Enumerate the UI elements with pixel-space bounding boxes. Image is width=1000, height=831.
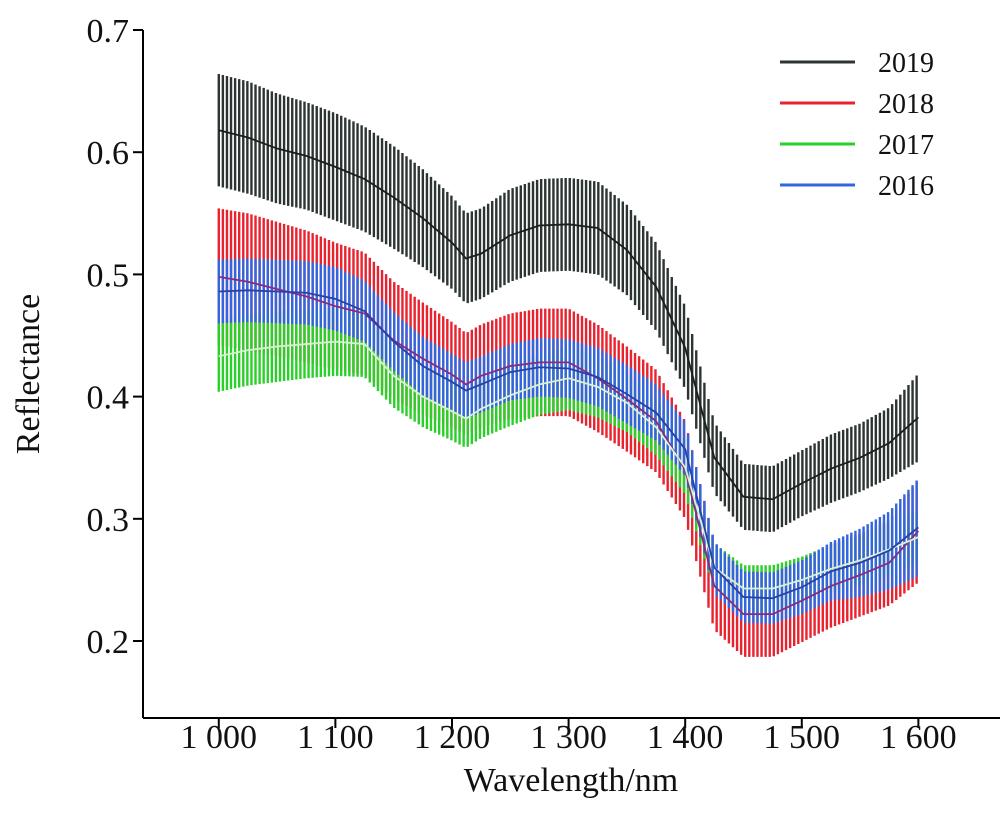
- y-tick-label: 0.4: [87, 380, 130, 417]
- x-tick-label: 1 500: [764, 719, 841, 756]
- x-tick-label: 1 200: [414, 719, 491, 756]
- legend-item-2017: 2017: [780, 130, 934, 161]
- mean-lines: [218, 129, 920, 616]
- legend-label: 2018: [878, 89, 934, 120]
- axes: [142, 30, 1000, 719]
- y-tick-label: 0.6: [87, 135, 130, 172]
- mean-line-2018: [218, 275, 920, 616]
- mean-line-2019: [218, 129, 919, 501]
- series-2016-bars: [217, 258, 918, 624]
- y-ticks: 0.2 0.3 0.4 0.5 0.6 0.7: [87, 13, 143, 661]
- legend-item-2018: 2018: [780, 89, 934, 120]
- legend-label: 2019: [878, 48, 934, 79]
- x-tick-label: 1 100: [297, 719, 374, 756]
- y-tick-label: 0.7: [87, 13, 130, 50]
- y-tick-label: 0.2: [87, 624, 130, 661]
- x-tick-label: 1 000: [181, 719, 258, 756]
- x-axis-title: Wavelength/nm: [464, 762, 678, 799]
- mean-line-2017: [218, 340, 919, 590]
- x-tick-label: 1 300: [530, 719, 607, 756]
- legend-label: 2016: [878, 171, 934, 202]
- x-tick-label: 1 400: [647, 719, 724, 756]
- legend: 2019 2018 2017 2016: [780, 48, 934, 202]
- series-2018-bars: [217, 208, 918, 657]
- x-ticks: 1 000 1 100 1 200 1 300 1 400 1 500 1 600: [181, 718, 957, 756]
- mean-line-2016: [218, 289, 919, 600]
- legend-item-2019: 2019: [780, 48, 934, 79]
- y-tick-label: 0.3: [87, 502, 130, 539]
- y-tick-label: 0.5: [87, 257, 130, 294]
- y-axis-title: Reflectance: [10, 294, 47, 454]
- legend-label: 2017: [878, 130, 934, 161]
- series-2017-bars: [217, 307, 918, 612]
- legend-item-2016: 2016: [780, 171, 934, 202]
- x-tick-label: 1 600: [880, 719, 957, 756]
